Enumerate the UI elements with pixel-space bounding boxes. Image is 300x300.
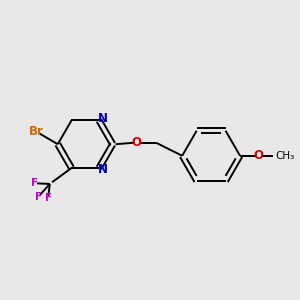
Text: CH₃: CH₃	[275, 151, 295, 161]
Text: F: F	[45, 194, 52, 203]
Text: Br: Br	[28, 125, 44, 138]
Text: N: N	[98, 163, 108, 176]
Text: F: F	[35, 192, 42, 202]
Text: F: F	[31, 178, 38, 188]
Text: N: N	[98, 112, 108, 125]
Text: O: O	[254, 149, 264, 162]
Text: O: O	[131, 136, 142, 149]
